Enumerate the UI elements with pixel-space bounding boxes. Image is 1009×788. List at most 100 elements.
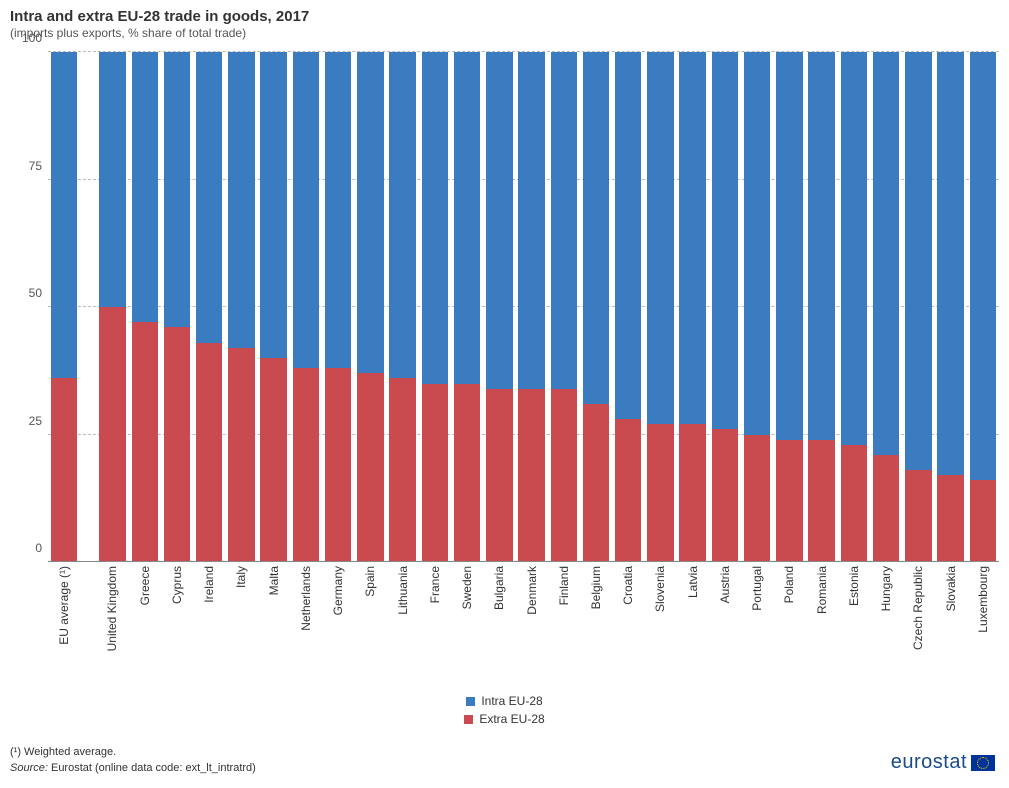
bar-segment-intra (486, 52, 512, 389)
bar-slot (290, 52, 322, 562)
bar-slot (902, 52, 934, 562)
bar-segment-intra (615, 52, 641, 419)
x-label-slot: Spain (354, 566, 386, 686)
bar-segment-intra (744, 52, 770, 435)
bar (260, 52, 286, 562)
source-text: Eurostat (online data code: ext_lt_intra… (48, 762, 256, 774)
x-axis-label: Austria (718, 566, 732, 603)
x-label-slot: Lithuania (386, 566, 418, 686)
bar-segment-intra (776, 52, 802, 440)
bar-segment-intra (389, 52, 415, 378)
x-axis-label: Lithuania (396, 566, 410, 615)
source-label: Source: (10, 762, 48, 774)
x-label-slot: Malta (258, 566, 290, 686)
bar (51, 52, 77, 562)
bar-slot (225, 52, 257, 562)
bar-slot (354, 52, 386, 562)
bar-segment-intra (808, 52, 834, 440)
bar-slot (612, 52, 644, 562)
y-tick-label: 50 (29, 286, 42, 300)
source-line: Source: Eurostat (online data code: ext_… (10, 761, 256, 776)
bar-segment-intra (325, 52, 351, 368)
bar-slot (709, 52, 741, 562)
bar-segment-extra (357, 373, 383, 562)
bar (325, 52, 351, 562)
bar-segment-intra (712, 52, 738, 429)
bar-slot (967, 52, 999, 562)
legend-label-intra: Intra EU-28 (481, 694, 542, 708)
bar-segment-extra (486, 389, 512, 562)
legend-swatch-intra (466, 697, 475, 706)
bar-segment-extra (583, 404, 609, 562)
x-label-slot: Ireland (193, 566, 225, 686)
x-label-slot: Luxembourg (967, 566, 999, 686)
x-axis-label: Spain (363, 566, 377, 597)
bar-segment-intra (873, 52, 899, 455)
bar-slot (258, 52, 290, 562)
bar-segment-intra (841, 52, 867, 445)
x-label-slot: Slovenia (644, 566, 676, 686)
x-axis-label: Netherlands (299, 566, 313, 631)
bar-segment-extra (196, 343, 222, 562)
legend-label-extra: Extra EU-28 (479, 712, 544, 726)
bar-segment-intra (679, 52, 705, 424)
bar (841, 52, 867, 562)
bar-slot (580, 52, 612, 562)
x-axis-label: Hungary (879, 566, 893, 611)
bar-slot (483, 52, 515, 562)
x-axis-line (48, 561, 999, 562)
eu-flag-icon (971, 755, 995, 771)
logo-text: eurostat (891, 751, 967, 774)
bar-segment-intra (132, 52, 158, 322)
x-label-slot: Belgium (580, 566, 612, 686)
x-label-slot: EU average (¹) (48, 566, 80, 686)
x-label-slot: Slovakia (934, 566, 966, 686)
bar (873, 52, 899, 562)
bar (679, 52, 705, 562)
bar (164, 52, 190, 562)
legend-item-extra: Extra EU-28 (464, 712, 544, 726)
bar-segment-extra (551, 389, 577, 562)
bar-segment-extra (647, 424, 673, 562)
x-axis-label: Cyprus (170, 566, 184, 604)
bar (583, 52, 609, 562)
bar-slot (96, 52, 128, 562)
bar-segment-intra (551, 52, 577, 389)
bar-slot (48, 52, 80, 562)
bar-slot (677, 52, 709, 562)
chart-title: Intra and extra EU-28 trade in goods, 20… (10, 8, 999, 25)
bar-slot (741, 52, 773, 562)
y-tick-label: 0 (35, 541, 42, 555)
y-tick-label: 25 (29, 414, 42, 428)
bar-segment-extra (518, 389, 544, 562)
x-label-slot: Bulgaria (483, 566, 515, 686)
bar-segment-extra (744, 435, 770, 563)
chart-header: Intra and extra EU-28 trade in goods, 20… (0, 0, 1009, 44)
x-label-slot: Portugal (741, 566, 773, 686)
bar-segment-extra (679, 424, 705, 562)
bar-slot (515, 52, 547, 562)
bar-segment-intra (196, 52, 222, 343)
x-axis-label: Denmark (525, 566, 539, 615)
bar-segment-extra (873, 455, 899, 562)
bar-slot (644, 52, 676, 562)
bar (486, 52, 512, 562)
x-label-slot: Latvia (677, 566, 709, 686)
x-axis-label: Ireland (202, 566, 216, 603)
x-label-slot: Hungary (870, 566, 902, 686)
x-label-slot: Denmark (515, 566, 547, 686)
x-label-slot: Germany (322, 566, 354, 686)
bar-segment-intra (937, 52, 963, 475)
bar (518, 52, 544, 562)
bar-slot (548, 52, 580, 562)
bar-segment-extra (905, 470, 931, 562)
bar-segment-intra (454, 52, 480, 384)
y-tick-label: 100 (22, 31, 42, 45)
bar (99, 52, 125, 562)
x-label-slot: Sweden (451, 566, 483, 686)
bar-segment-intra (357, 52, 383, 373)
bar-slot (193, 52, 225, 562)
bar-segment-intra (905, 52, 931, 470)
bar-segment-intra (422, 52, 448, 384)
x-label-slot: Greece (129, 566, 161, 686)
